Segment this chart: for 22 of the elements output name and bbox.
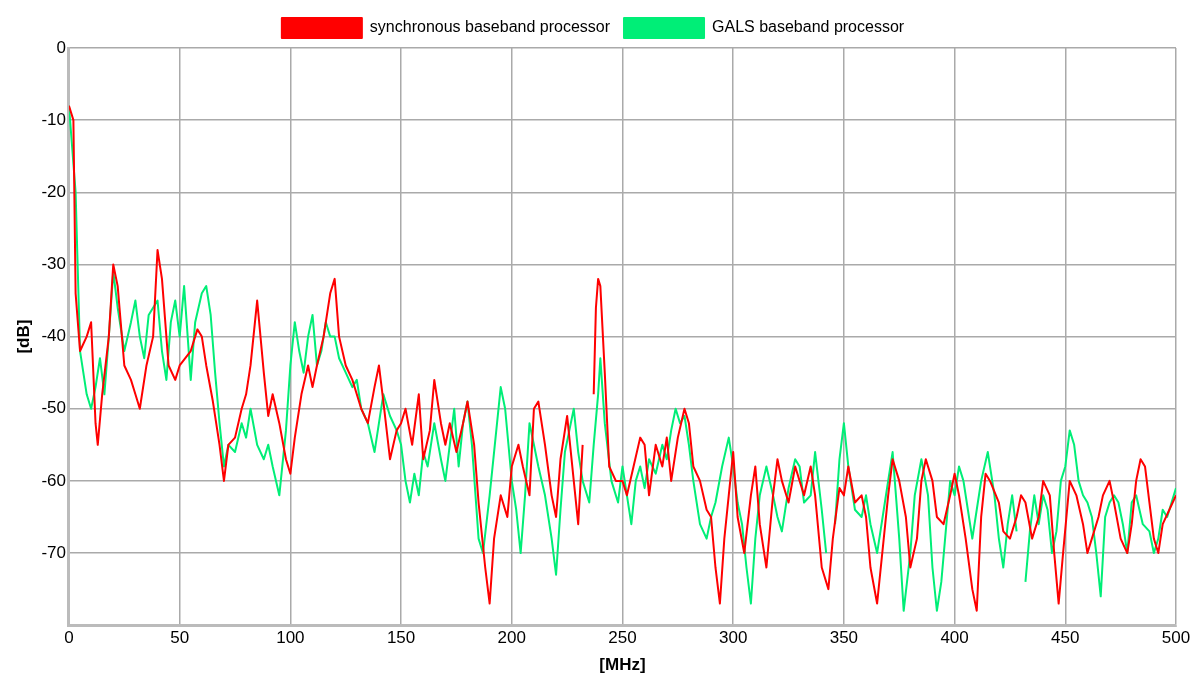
y-tick-label: -60 (41, 470, 66, 490)
x-tick-label: 50 (170, 628, 190, 648)
y-axis-title: [dB] (13, 319, 33, 354)
y-tick-label: -20 (41, 181, 66, 201)
y-tick-label: -40 (41, 326, 66, 346)
y-tick-label: -10 (41, 109, 66, 129)
legend-label: synchronous baseband processor (369, 18, 611, 36)
x-tick-label: 200 (497, 628, 526, 648)
y-tick-label: -50 (41, 398, 66, 418)
y-tick-label: -30 (41, 254, 66, 274)
x-tick-label: 250 (608, 628, 637, 648)
y-tick-label: -70 (41, 542, 66, 562)
x-tick-label: 500 (1161, 628, 1191, 648)
x-axis-title: [MHz] (599, 655, 646, 675)
x-tick-label: 150 (386, 628, 416, 648)
x-tick-label: 450 (1051, 628, 1080, 648)
legend-label: GALS baseband processor (712, 18, 905, 36)
x-tick-label: 300 (719, 628, 748, 648)
x-tick-label: 350 (829, 628, 859, 648)
x-tick-label: 400 (940, 628, 969, 648)
x-tick-label: 100 (276, 628, 305, 648)
y-tick-label: 0 (56, 37, 66, 57)
